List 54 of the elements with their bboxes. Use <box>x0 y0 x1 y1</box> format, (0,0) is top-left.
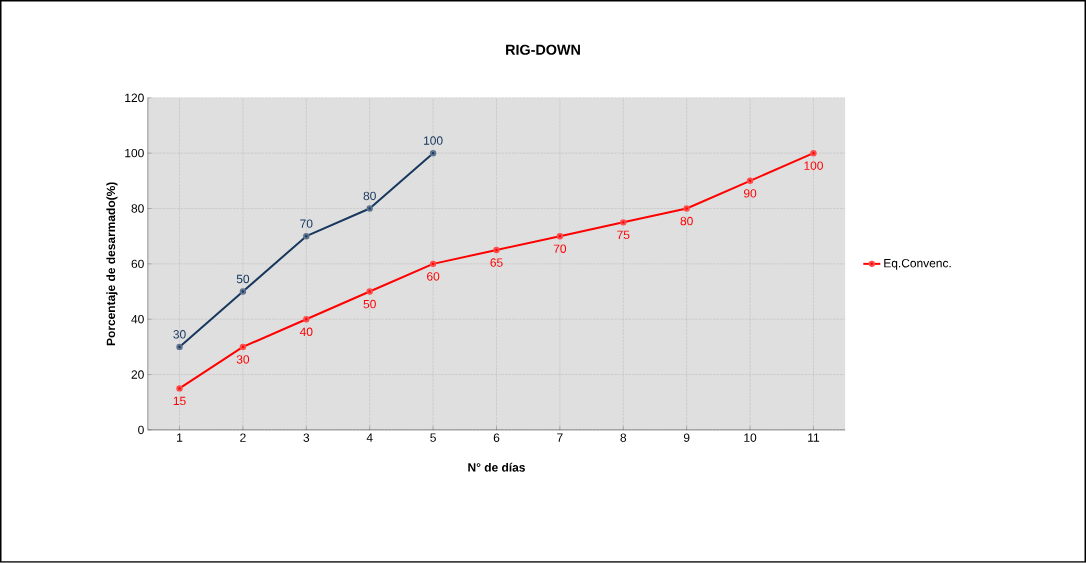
y-tick-label: 20 <box>131 370 144 379</box>
x-tick-label: 4 <box>366 433 373 442</box>
point <box>429 150 437 157</box>
y-tick-label: 100 <box>125 149 144 158</box>
data-label: 100 <box>424 136 443 145</box>
data-label: 75 <box>617 230 630 240</box>
point <box>493 246 500 254</box>
point <box>239 343 247 351</box>
chart-title: RIG-DOWN <box>506 44 580 55</box>
x-tick-label: 10 <box>744 433 757 443</box>
x-tick-label: 3 <box>303 433 310 443</box>
y-axis-title: Porcentaje de desarmado(%) <box>106 182 118 346</box>
data-label: 70 <box>553 244 567 254</box>
data-label: 90 <box>743 189 757 198</box>
data-label: 60 <box>427 272 440 281</box>
data-label: 80 <box>680 216 693 226</box>
data-label: 40 <box>299 327 313 337</box>
point <box>556 233 564 240</box>
x-tick-label: 2 <box>240 433 246 442</box>
point <box>620 219 627 226</box>
point <box>429 260 437 268</box>
point <box>366 205 373 212</box>
data-label: 65 <box>490 258 503 267</box>
point <box>176 343 183 351</box>
y-tick-label: 80 <box>131 204 144 213</box>
x-tick-label: 1 <box>177 433 183 442</box>
point <box>303 233 310 240</box>
y-tick-label: 120 <box>125 93 144 103</box>
y-tick-label: 60 <box>131 259 144 269</box>
point <box>810 150 817 157</box>
legend-label: Eq.Convenc. <box>884 259 951 270</box>
x-tick-label: 6 <box>493 433 500 443</box>
data-label: 50 <box>363 299 376 309</box>
point <box>746 177 754 185</box>
data-label: 80 <box>363 191 376 201</box>
point <box>239 288 247 295</box>
x-tick-label: 5 <box>430 433 436 442</box>
data-label: 50 <box>236 274 250 284</box>
x-tick-label: 11 <box>808 433 820 442</box>
data-label: 100 <box>804 161 823 171</box>
y-tick-label: 0 <box>138 425 144 435</box>
data-label: 30 <box>236 355 250 364</box>
y-tick-label: 40 <box>131 315 144 324</box>
data-label: 70 <box>300 219 313 228</box>
x-tick-label: 9 <box>683 433 690 443</box>
x-tick-label: 7 <box>557 433 563 442</box>
data-label: 30 <box>173 330 186 339</box>
x-tick-label: 8 <box>620 433 627 443</box>
point <box>683 205 690 212</box>
data-label: 15 <box>173 396 186 406</box>
point <box>176 385 183 392</box>
point <box>303 316 310 323</box>
x-axis-title: N° de días <box>468 462 525 472</box>
point <box>366 288 373 295</box>
